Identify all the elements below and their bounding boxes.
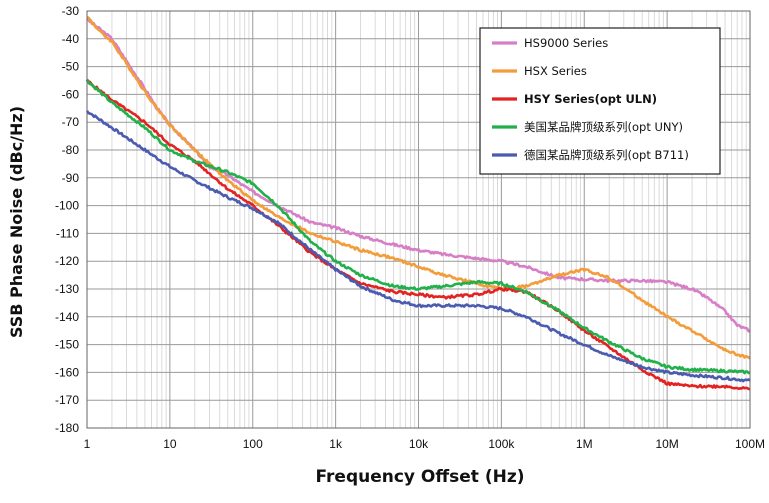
y-tick-label: -160 [55, 365, 79, 379]
legend-box [479, 27, 721, 175]
series-line [85, 79, 751, 375]
legend-label: HSX Series [524, 64, 587, 78]
y-tick-label: -150 [55, 338, 79, 352]
y-axis-title: SSB Phase Noise (dBc/Hz) [7, 106, 26, 338]
x-tick-label: 100 [243, 437, 263, 451]
y-tick-label: -180 [55, 421, 79, 435]
series-line [86, 16, 751, 360]
y-tick-label: -70 [62, 115, 80, 129]
y-tick-label: -100 [55, 199, 79, 213]
x-axis-title: Frequency Offset (Hz) [316, 467, 525, 487]
y-tick-label: -170 [55, 393, 79, 407]
plot-area-frame [86, 10, 751, 429]
y-tick-label: -50 [62, 60, 80, 74]
legend-label: 美国某品牌顶级系列(opt UNY) [524, 120, 683, 134]
x-tick-label: 1 [84, 437, 91, 451]
series-layer [85, 16, 751, 391]
y-tick-label: -110 [56, 226, 79, 240]
legend-label: HSY Series(opt ULN) [524, 92, 657, 106]
y-axis-ticks: -30 -40 -50 -60 -70 -80 -90 -100 -110 -120 -130 -14… [55, 4, 79, 435]
y-tick-label: -80 [62, 143, 80, 157]
x-tick-label: 100M [735, 437, 765, 451]
x-tick-label: 10 [163, 437, 177, 451]
x-axis-ticks: 1 10 100 1k 10k 100k 1M 10M 100M [84, 437, 765, 451]
y-tick-label: -30 [62, 4, 80, 18]
y-tick-label: -140 [55, 310, 79, 324]
x-tick-label: 100k [488, 437, 515, 451]
legend-label: 德国某品牌顶级系列(opt B711) [524, 148, 689, 162]
y-tick-label: -130 [55, 282, 79, 296]
x-tick-label: 1M [576, 437, 593, 451]
series-line [85, 110, 751, 383]
x-tick-label: 10M [655, 437, 678, 451]
legend-label: HS9000 Series [524, 36, 608, 50]
legend: HS9000 Series HSX Series HSY Series(opt UL… [479, 27, 721, 175]
x-tick-label: 10k [409, 437, 429, 451]
y-tick-label: -40 [62, 32, 80, 46]
y-tick-label: -120 [55, 254, 79, 268]
y-tick-label: -90 [62, 171, 80, 185]
y-tick-label: -60 [62, 87, 80, 101]
x-tick-label: 1k [329, 437, 343, 451]
